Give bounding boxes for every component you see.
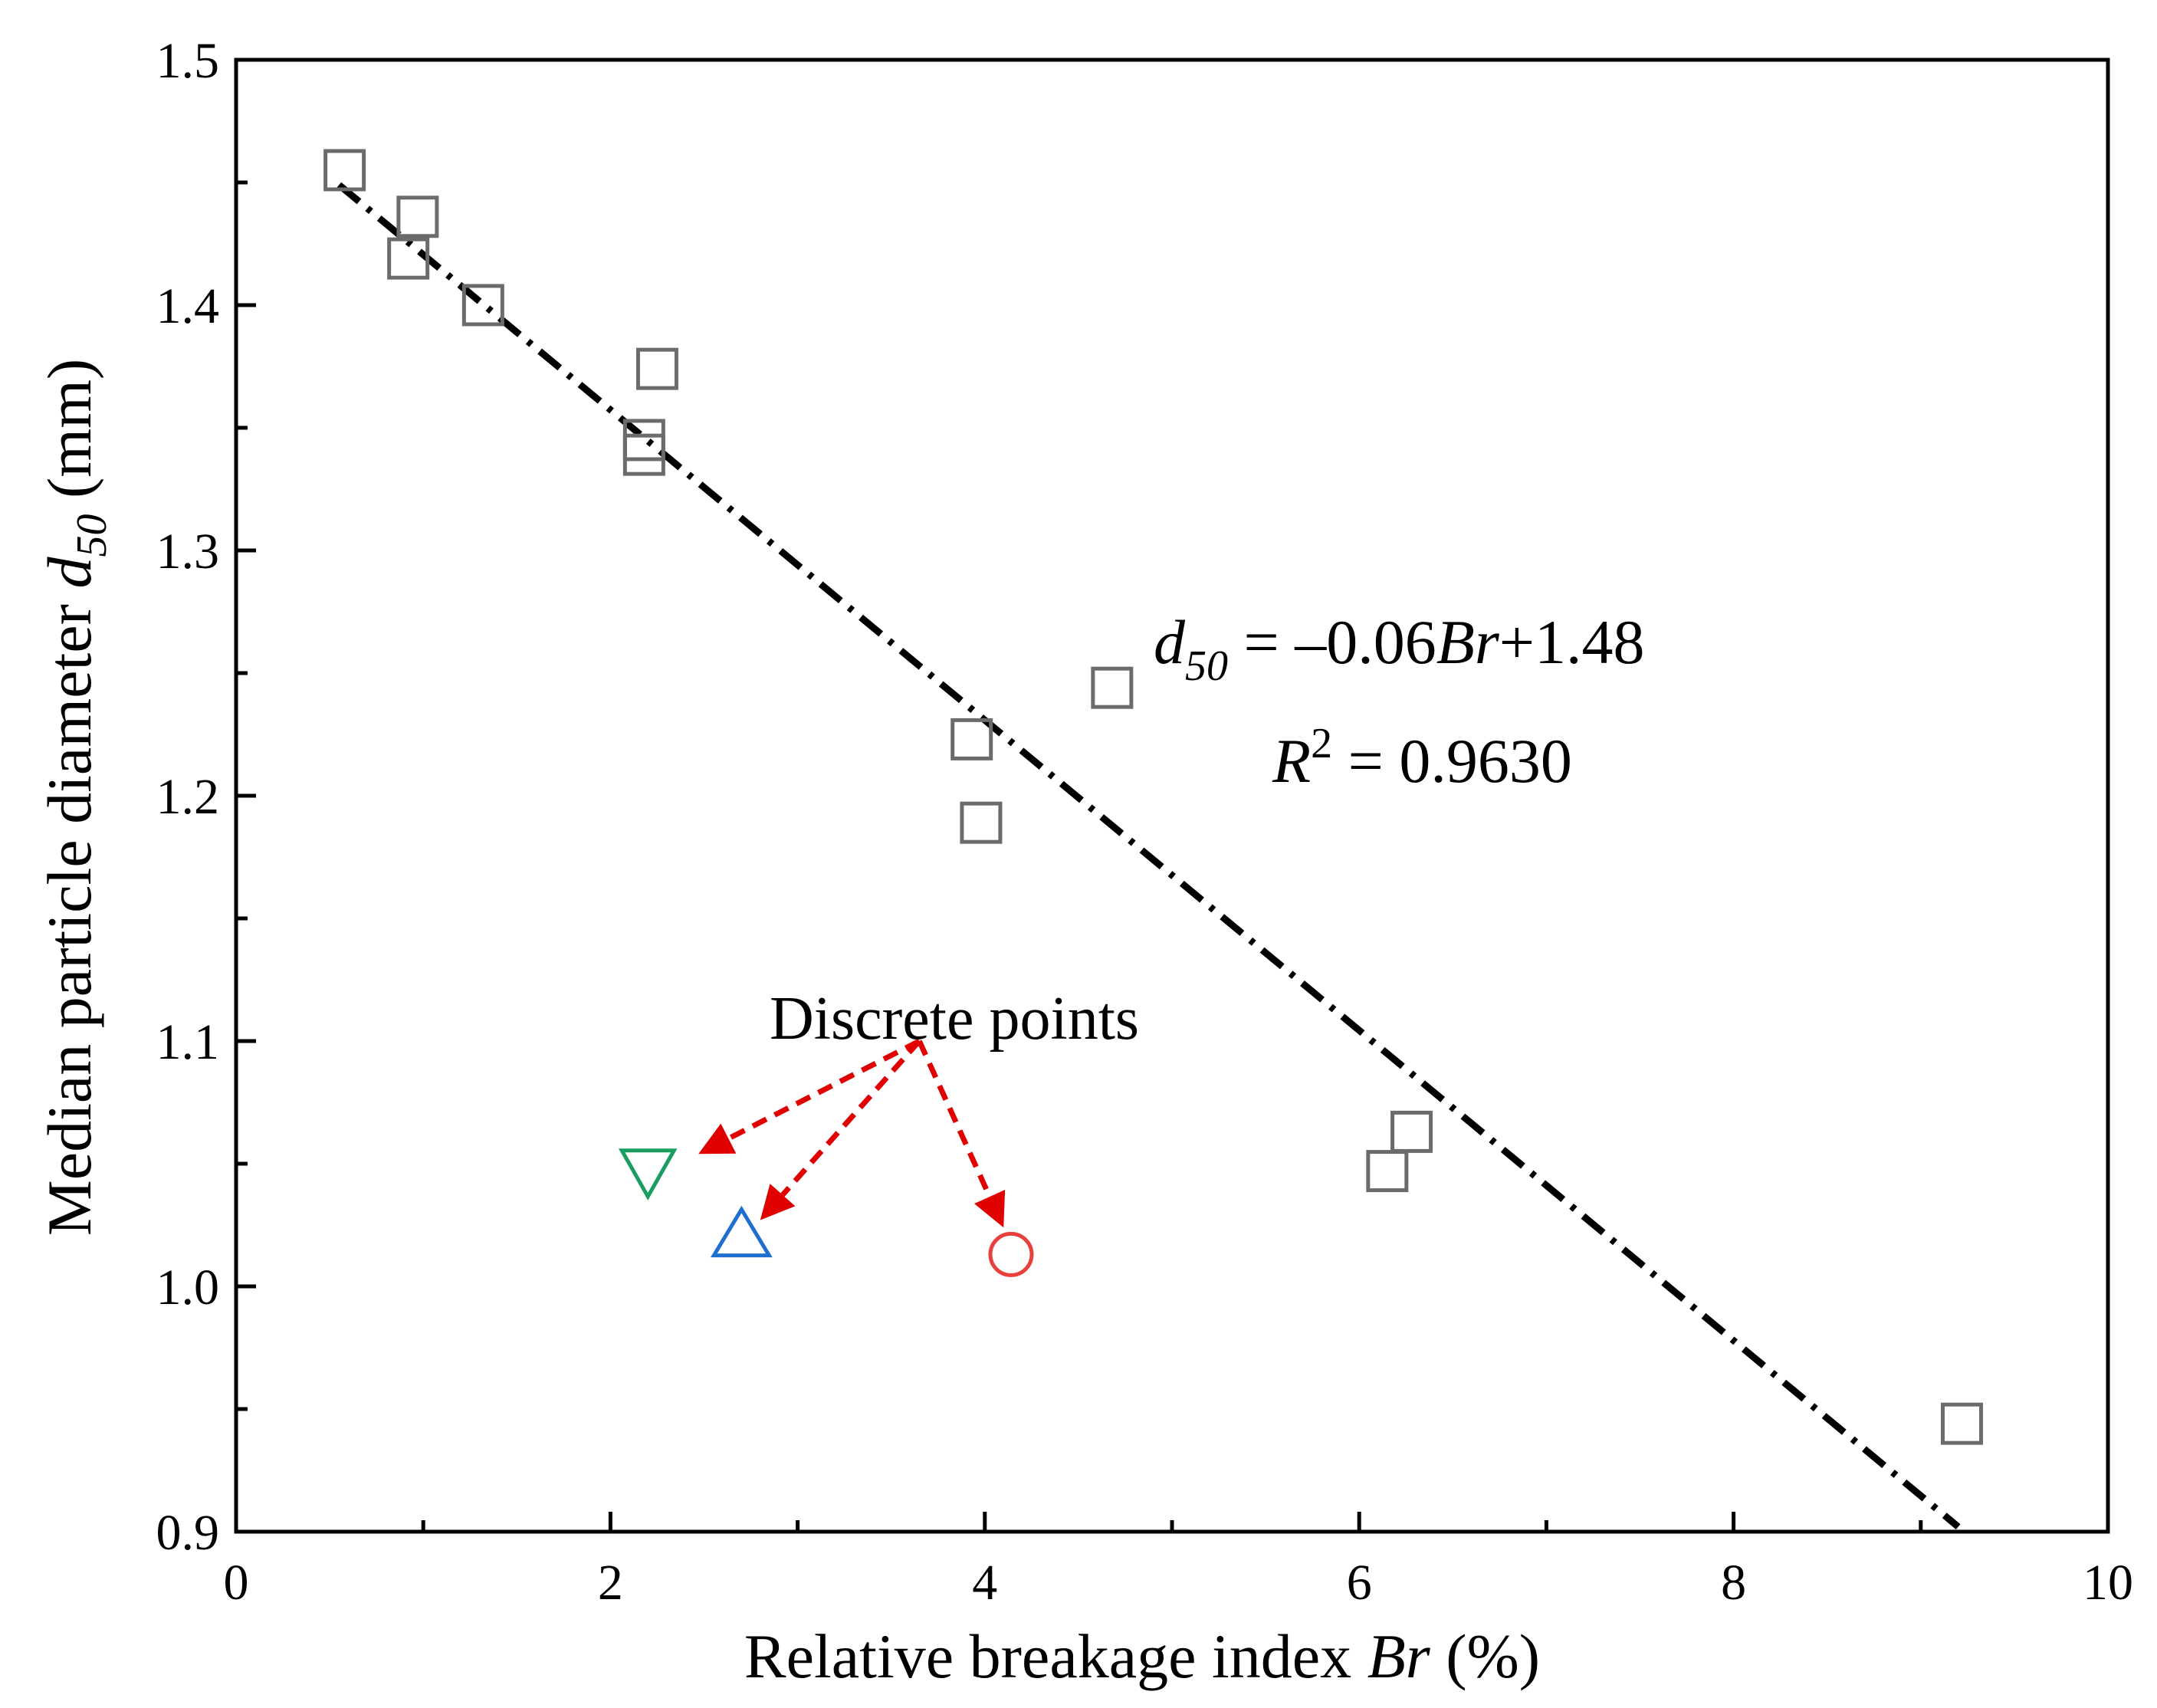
data-point-square xyxy=(1366,1150,1409,1193)
y-tick-label: 1.3 xyxy=(156,524,220,580)
annotation-arrow-shaft xyxy=(780,1039,921,1197)
annotation-arrow-head xyxy=(698,1123,737,1155)
x-tick-label: 2 xyxy=(598,1555,623,1611)
plot-frame xyxy=(234,57,2110,1534)
y-tick-label: 1.0 xyxy=(156,1260,220,1315)
data-point-circle xyxy=(988,1231,1034,1277)
axis-ticks xyxy=(236,180,1923,1532)
data-point-square xyxy=(323,149,366,192)
data-point-triangle-down xyxy=(618,1148,678,1201)
annotation-arrow-shaft xyxy=(917,1040,993,1198)
data-point-square xyxy=(635,347,678,390)
y-axis-title: Median particle diameter d50 (mm) xyxy=(34,359,116,1236)
r-squared: R2 = 0.9630 xyxy=(1272,720,1572,796)
x-tick-label: 8 xyxy=(1721,1555,1746,1611)
annotation-arrow-head xyxy=(760,1184,796,1220)
data-point-square xyxy=(1091,666,1134,709)
data-point-square xyxy=(387,237,430,280)
y-tick-label: 0.9 xyxy=(156,1505,220,1561)
fit-line xyxy=(337,182,1961,1530)
data-point-square xyxy=(461,284,504,327)
data-point-square xyxy=(960,801,1003,844)
x-tick-labels: 0 2 4 6 8 10 xyxy=(224,1555,2134,1611)
data-point-square xyxy=(950,718,993,760)
data-point-square xyxy=(1941,1402,1984,1445)
annotation-arrow-shaft xyxy=(727,1038,921,1141)
y-tick-labels: 0.9 1.0 1.1 1.2 1.3 1.4 1.5 xyxy=(156,33,220,1561)
y-tick-label: 1.1 xyxy=(156,1014,220,1070)
regression-equation: d50 = –0.06Br+1.48 xyxy=(1154,607,1645,690)
y-tick-label: 1.5 xyxy=(156,33,220,89)
annotation-arrow-head xyxy=(974,1190,1006,1228)
data-point-square xyxy=(1390,1110,1433,1153)
x-tick-label: 10 xyxy=(2083,1555,2133,1611)
x-tick-label: 6 xyxy=(1347,1555,1372,1611)
data-points xyxy=(323,149,1984,1445)
x-tick-label: 0 xyxy=(224,1555,249,1611)
data-point-triangle-up xyxy=(710,1205,773,1258)
y-tick-label: 1.2 xyxy=(156,769,220,825)
annotation-arrows xyxy=(698,1038,1006,1228)
y-tick-label: 1.4 xyxy=(156,278,220,334)
x-tick-label: 4 xyxy=(972,1555,997,1611)
annotation-label: Discrete points xyxy=(770,985,1139,1053)
x-axis-title: Relative breakage index Br (%) xyxy=(744,1621,1540,1691)
data-point-square xyxy=(396,195,439,238)
data-point-square xyxy=(622,433,665,476)
